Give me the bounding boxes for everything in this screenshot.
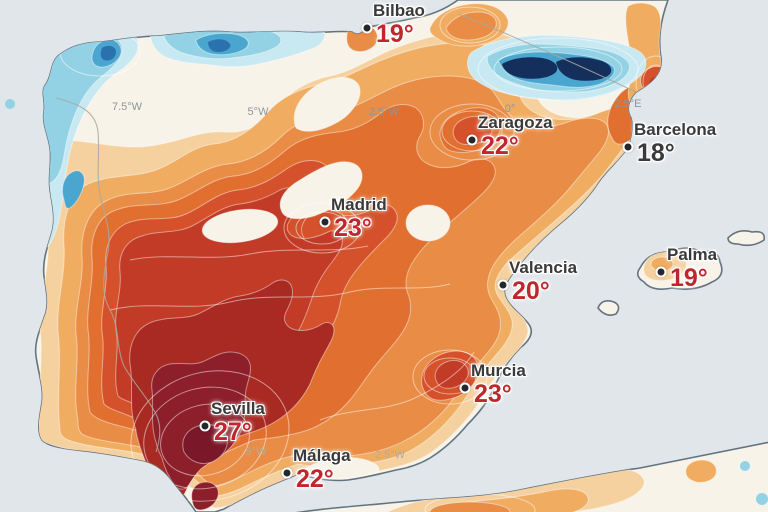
city-name-madrid: Madrid <box>331 195 387 214</box>
city-temp-murcia: 23° <box>474 380 512 408</box>
city-name-murcia: Murcia <box>471 361 526 380</box>
city-dot-zaragoza <box>466 134 478 146</box>
malaga-cold-spot <box>332 454 342 464</box>
city-name-malaga: Málaga <box>293 446 351 465</box>
city-temp-valencia: 20° <box>512 277 550 305</box>
city-dot-madrid <box>319 216 331 228</box>
portugal-spain-border <box>55 97 161 453</box>
pyrenees-cold-core <box>502 57 558 79</box>
meridian-label: 7.5°W <box>111 101 143 113</box>
meridian-label: 2.5°W <box>368 106 400 118</box>
cream-patch-sistema-central <box>279 161 363 220</box>
city-temp-zaragoza: 22° <box>481 132 519 160</box>
city-dot-malaga <box>281 467 293 479</box>
city-name-bilbao: Bilbao <box>373 1 425 20</box>
warm-contour-bands <box>35 2 669 511</box>
city-dot-valencia <box>497 279 509 291</box>
city-dot-bilbao <box>361 22 373 34</box>
city-dot-sevilla <box>199 420 211 432</box>
galicia-sea-cold-spot <box>5 99 15 109</box>
city-temp-palma: 19° <box>670 264 708 292</box>
meridian-label: 2.5°E <box>614 98 642 110</box>
city-name-palma: Palma <box>667 245 718 264</box>
city-dot-barcelona <box>622 141 634 153</box>
meridian-label: 5°W <box>245 446 267 458</box>
france-spain-border <box>457 13 637 93</box>
meridian-label: 5°W <box>247 106 269 118</box>
city-name-sevilla: Sevilla <box>211 399 265 418</box>
city-dot-palma <box>655 266 667 278</box>
city-dot-murcia <box>459 382 471 394</box>
city-name-valencia: Valencia <box>509 258 578 277</box>
city-temp-madrid: 23° <box>334 214 372 242</box>
ibiza-island <box>597 300 620 316</box>
city-temp-malaga: 22° <box>296 465 334 493</box>
africa-contour-bands <box>379 459 768 512</box>
city-temp-sevilla: 27° <box>214 418 252 446</box>
menorca-island <box>727 230 766 247</box>
city-name-zaragoza: Zaragoza <box>478 113 553 132</box>
meridian-label: 0° <box>504 103 516 115</box>
meridian-label: 2.5°W <box>374 449 406 461</box>
city-temp-barcelona: 18° <box>637 139 675 167</box>
city-temp-bilbao: 19° <box>376 20 414 48</box>
city-name-barcelona: Barcelona <box>634 120 717 139</box>
